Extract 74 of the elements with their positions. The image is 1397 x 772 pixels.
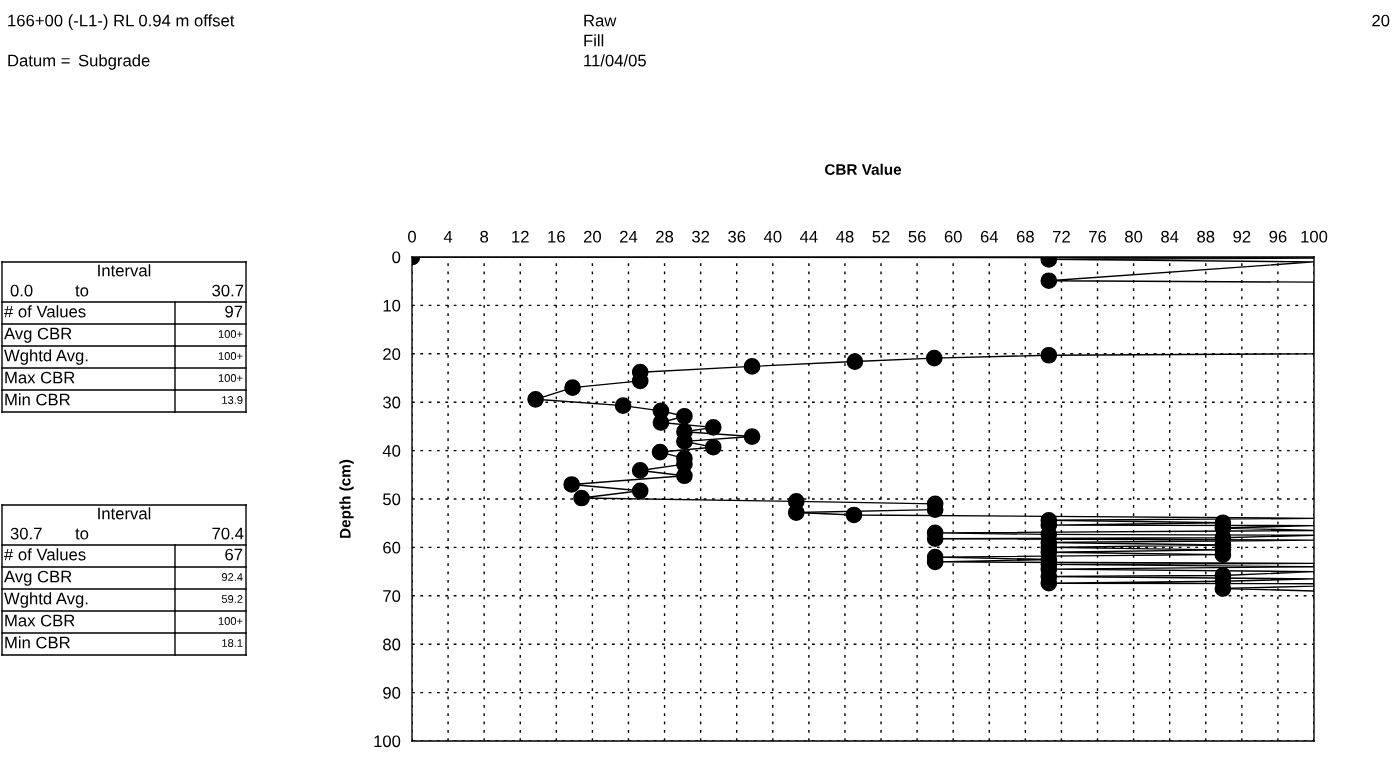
x-tick-label: 60 — [944, 230, 962, 243]
text: 20 — [1372, 14, 1390, 27]
x-tick-label: 92 — [1233, 230, 1251, 243]
text: Wghtd Avg. — [4, 349, 88, 365]
text: Raw — [584, 14, 617, 27]
x-axis-title: CBR Value — [825, 163, 902, 175]
y-tick-label: 60 — [383, 541, 401, 554]
y-tick-label: 0 — [392, 251, 401, 264]
text: to — [75, 528, 89, 540]
text: 100+ — [218, 374, 243, 382]
x-tick-label: 56 — [908, 230, 926, 243]
text: 13.9 — [222, 396, 243, 404]
text: 100+ — [218, 617, 243, 625]
text: 0.0 — [10, 284, 33, 297]
text: 100+ — [218, 330, 243, 338]
x-tick-label: 80 — [1125, 230, 1143, 243]
text: Wghtd Avg. — [4, 592, 88, 608]
text: 97 — [225, 305, 243, 318]
text: Interval — [98, 264, 151, 277]
x-tick-label: 100 — [1301, 230, 1328, 243]
x-tick-label: 48 — [836, 230, 854, 243]
x-tick-label: 96 — [1269, 230, 1287, 243]
text: 70.4 — [212, 527, 244, 540]
x-tick-label: 12 — [512, 230, 529, 243]
y-tick-label: 80 — [383, 638, 401, 651]
y-axis-title: Depth (cm) — [339, 459, 354, 538]
x-tick-label: 72 — [1053, 230, 1070, 243]
x-tick-label: 76 — [1089, 230, 1107, 243]
x-tick-label: 20 — [583, 230, 602, 243]
text: Fill — [584, 34, 604, 47]
x-tick-label: 4 — [443, 230, 453, 243]
text: 100+ — [218, 352, 243, 360]
text: Max CBR — [5, 371, 75, 384]
text: Datum = — [8, 54, 70, 67]
y-tick-label: 50 — [383, 493, 401, 506]
text: Min CBR — [5, 636, 70, 649]
x-tick-label: 88 — [1197, 230, 1215, 243]
text: 92.4 — [221, 573, 243, 581]
y-tick-label: 40 — [382, 445, 401, 457]
x-tick-label: 16 — [548, 230, 565, 243]
text: Interval — [98, 507, 151, 520]
text: # of Values — [4, 305, 86, 318]
text: 67 — [225, 548, 243, 561]
text: Avg CBR — [4, 327, 72, 343]
y-tick-label: 100 — [374, 735, 401, 748]
text: Min CBR — [5, 393, 70, 406]
x-tick-label: 8 — [480, 230, 489, 243]
y-tick-label: 90 — [383, 687, 401, 699]
y-tick-label: 20 — [383, 348, 401, 360]
text: Subgrade — [78, 54, 150, 70]
text: 11/04/05 — [584, 54, 646, 67]
x-tick-label: 36 — [728, 230, 746, 243]
x-tick-label: 24 — [620, 230, 638, 243]
text: Max CBR — [5, 614, 75, 627]
x-tick-label: 0 — [408, 230, 416, 243]
x-tick-label: 32 — [692, 230, 710, 243]
x-tick-label: 64 — [980, 230, 999, 243]
text: 59.2 — [221, 595, 243, 603]
text: 18.1 — [222, 639, 243, 647]
x-tick-label: 68 — [1016, 230, 1034, 243]
x-tick-label: 44 — [799, 230, 818, 243]
y-tick-label: 10 — [383, 299, 401, 312]
text: # of Values — [4, 548, 86, 561]
text: 30.7 — [10, 527, 42, 540]
text: 166+00 (-L1-) RL 0.94 m offset — [8, 14, 235, 30]
text: 30.7 — [212, 284, 244, 297]
text: Avg CBR — [4, 570, 72, 586]
x-tick-label: 28 — [656, 230, 674, 243]
y-tick-label: 30 — [382, 396, 401, 409]
y-tick-label: 70 — [383, 590, 401, 602]
x-tick-label: 40 — [763, 230, 782, 243]
x-tick-label: 52 — [872, 230, 890, 243]
x-tick-label: 84 — [1161, 230, 1179, 243]
text: to — [75, 285, 89, 297]
